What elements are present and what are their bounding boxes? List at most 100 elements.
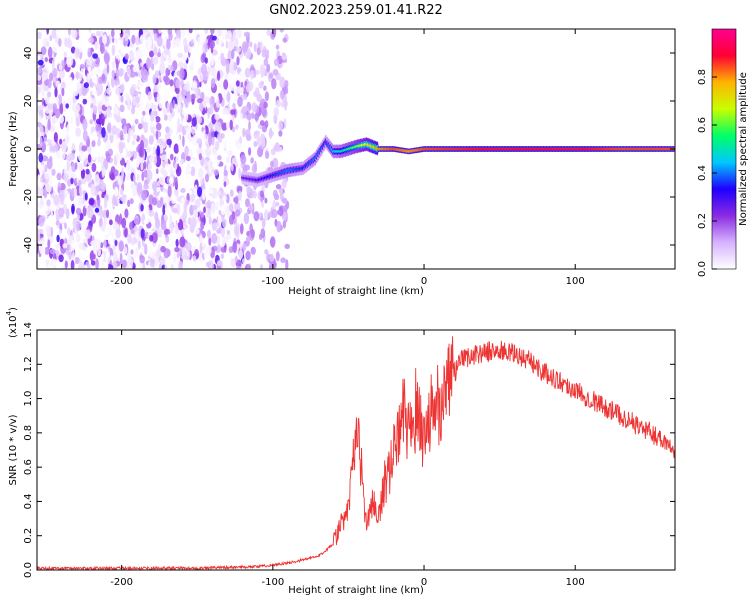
noise-speckle	[87, 47, 91, 59]
noise-speckle	[156, 145, 161, 158]
noise-speckle	[115, 115, 122, 123]
noise-speckle	[51, 58, 55, 71]
snr-frame	[36, 329, 676, 571]
noise-speckle	[187, 217, 192, 225]
noise-speckle	[155, 249, 162, 258]
noise-speckle	[250, 228, 255, 239]
noise-speckle	[230, 109, 236, 115]
noise-speckle	[119, 141, 126, 150]
noise-speckle	[70, 116, 74, 125]
noise-speckle	[38, 185, 44, 197]
noise-speckle	[176, 194, 180, 202]
noise-speckle	[250, 246, 256, 255]
noise-speckle	[66, 227, 71, 235]
noise-speckle	[194, 158, 199, 169]
noise-speckle	[98, 190, 102, 198]
noise-speckle	[244, 67, 251, 78]
noise-speckle	[190, 39, 194, 45]
noise-speckle	[49, 177, 53, 185]
noise-speckle	[115, 68, 120, 78]
noise-speckle	[47, 103, 53, 111]
noise-speckle	[58, 229, 63, 235]
noise-speckle	[55, 220, 60, 226]
noise-speckle	[275, 201, 280, 207]
snr-x-tick-label: 100	[566, 577, 585, 588]
noise-speckle	[250, 69, 254, 80]
noise-speckle	[183, 221, 187, 231]
snr-multiplier-base: (x10	[8, 315, 19, 338]
noise-speckle	[147, 162, 152, 172]
noise-speckle	[282, 37, 287, 43]
noise-speckle	[106, 63, 110, 74]
noise-speckle	[40, 195, 44, 205]
noise-speckle	[246, 186, 252, 193]
noise-speckle	[236, 67, 241, 73]
noise-speckle	[140, 204, 144, 212]
noise-speckle	[275, 44, 280, 50]
noise-speckle	[101, 94, 106, 105]
noise-speckle	[220, 52, 225, 61]
noise-speckle	[164, 114, 168, 121]
noise-speckle	[88, 37, 95, 44]
noise-speckle	[78, 29, 83, 38]
noise-speckle	[154, 256, 160, 266]
noise-speckle	[141, 246, 145, 253]
snr-x-tick-label: -100	[261, 577, 284, 588]
noise-speckle	[178, 147, 184, 154]
noise-speckle	[91, 131, 98, 138]
noise-speckle	[210, 40, 215, 49]
noise-speckle	[58, 64, 63, 71]
noise-speckle	[264, 197, 268, 204]
noise-speckle	[175, 78, 181, 89]
noise-speckle	[56, 87, 62, 96]
noise-speckle	[145, 86, 149, 95]
noise-speckle	[173, 252, 176, 264]
noise-speckle	[214, 140, 220, 151]
noise-speckle	[58, 254, 64, 263]
noise-speckle	[125, 165, 129, 176]
noise-speckle	[71, 203, 75, 214]
noise-speckle	[249, 41, 253, 48]
noise-speckle	[251, 102, 258, 113]
noise-speckle	[232, 102, 236, 110]
noise-speckle	[170, 263, 174, 269]
noise-speckle	[182, 54, 188, 61]
noise-speckle	[85, 229, 91, 239]
noise-speckle	[261, 201, 265, 208]
noise-speckle	[71, 29, 78, 39]
noise-speckle	[196, 98, 203, 104]
spectrogram-x-label: Height of straight line (km)	[288, 286, 424, 297]
noise-speckle	[143, 116, 147, 123]
noise-speckle	[261, 106, 267, 117]
noise-speckle	[156, 138, 163, 144]
noise-speckle	[107, 264, 114, 269]
noise-speckle	[97, 83, 104, 95]
noise-speckle	[37, 86, 41, 94]
noise-speckle	[268, 127, 273, 139]
noise-speckle	[163, 36, 167, 48]
noise-speckle	[215, 245, 222, 252]
spectrogram-y-tick-label: 40	[23, 47, 34, 60]
noise-speckle	[160, 113, 164, 122]
noise-speckle	[133, 174, 136, 183]
noise-speckle	[164, 49, 170, 55]
noise-speckle	[51, 29, 57, 39]
noise-speckle	[256, 132, 260, 145]
noise-speckle	[260, 196, 264, 203]
noise-speckle	[181, 110, 186, 116]
noise-speckle	[198, 153, 202, 161]
noise-speckle	[229, 119, 233, 131]
noise-speckle	[152, 181, 158, 191]
noise-speckle	[211, 49, 218, 56]
noise-speckle	[200, 34, 207, 43]
noise-speckle	[77, 195, 84, 208]
noise-speckle	[141, 189, 148, 201]
noise-speckle	[231, 48, 235, 60]
noise-speckle	[121, 118, 127, 125]
noise-speckle	[152, 130, 156, 138]
snr-multiplier-close: )	[8, 307, 19, 311]
noise-speckle	[270, 160, 274, 168]
noise-speckle	[93, 239, 98, 247]
spectrogram-x-tick-label: 100	[566, 276, 585, 287]
noise-speckle	[166, 102, 170, 114]
